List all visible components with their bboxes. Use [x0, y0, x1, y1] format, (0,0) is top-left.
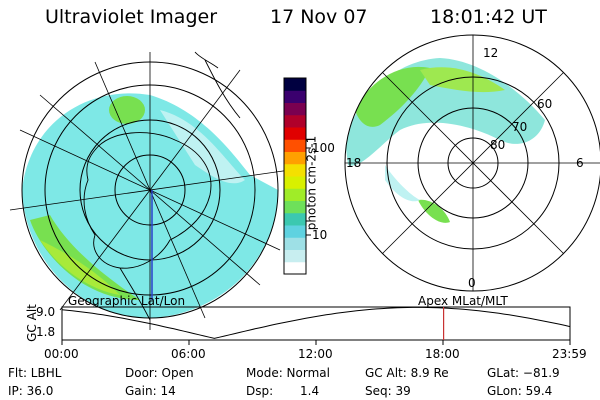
- colorbar-band: [284, 200, 306, 214]
- mlt-label-18: 18: [346, 156, 362, 170]
- graticule-lines: [9, 52, 291, 330]
- ip-status: IP: 36.0: [8, 384, 54, 398]
- colorbar-band: [284, 163, 306, 177]
- colorbar-band: [284, 249, 306, 263]
- altitude-xtick-0600: 06:00: [171, 347, 206, 361]
- altitude-xtick-1200: 12:00: [298, 347, 333, 361]
- altitude-ytick-1-8: 1.8: [36, 325, 56, 339]
- gain-status: Gain: 14: [125, 384, 176, 398]
- colorbar-band: [284, 176, 306, 189]
- door-status: Door: Open: [125, 366, 194, 380]
- colorbar-band: [284, 139, 306, 152]
- observation-time: 18:01:42 UT: [430, 6, 547, 28]
- dsp-value: 1.4: [300, 384, 320, 398]
- colorbar-band: [284, 90, 306, 103]
- altitude-x-ticks: [61, 340, 571, 345]
- colorbar-tick-10: 10: [312, 228, 328, 242]
- left-map-caption: Geographic Lat/Lon: [68, 294, 186, 308]
- altitude-curve: [61, 306, 571, 339]
- glat-status: GLat: −81.9: [487, 366, 560, 380]
- dsp-label: Dsp:: [246, 384, 274, 398]
- sequence-status: Seq: 39: [365, 384, 411, 398]
- colorbar: [283, 77, 311, 275]
- colorbar-band: [284, 261, 306, 275]
- mlt-label-0: 0: [468, 276, 476, 290]
- mlat-label-70: 70: [512, 120, 528, 134]
- glon-status: GLon: 59.4: [487, 384, 553, 398]
- colorbar-band: [284, 102, 306, 116]
- instrument-title: Ultraviolet Imager: [45, 6, 218, 28]
- colorbar-band: [284, 151, 306, 165]
- colorbar-band: [284, 78, 306, 91]
- mlat-label-80: 80: [490, 138, 506, 152]
- mlat-label-60: 60: [537, 97, 553, 111]
- observation-date: 17 Nov 07: [270, 6, 368, 28]
- mlt-grid-lines: [345, 35, 600, 291]
- colorbar-band: [284, 237, 306, 250]
- colorbar-tick-100: 100: [312, 141, 335, 155]
- colorbar-band: [284, 188, 306, 201]
- mlt-label-12: 12: [483, 46, 499, 60]
- coastline-antarctica: [83, 51, 241, 321]
- colorbar-band: [284, 225, 306, 238]
- gc-alt-status: GC Alt: 8.9 Re: [365, 366, 449, 380]
- filter-status: Flt: LBHL: [8, 366, 62, 380]
- colorbar-band: [284, 212, 306, 226]
- mode-status: Mode: Normal: [246, 366, 330, 380]
- colorbar-band: [284, 114, 306, 128]
- mlt-label-6: 6: [576, 156, 584, 170]
- altitude-ytick-9: 9.0: [36, 305, 56, 319]
- altitude-xtick-0000: 00:00: [44, 347, 79, 361]
- altitude-xtick-1800: 18:00: [425, 347, 460, 361]
- right-map-caption: Apex MLat/MLT: [418, 294, 508, 308]
- altitude-xtick-2359: 23:59: [552, 347, 587, 361]
- colorbar-band: [284, 127, 306, 140]
